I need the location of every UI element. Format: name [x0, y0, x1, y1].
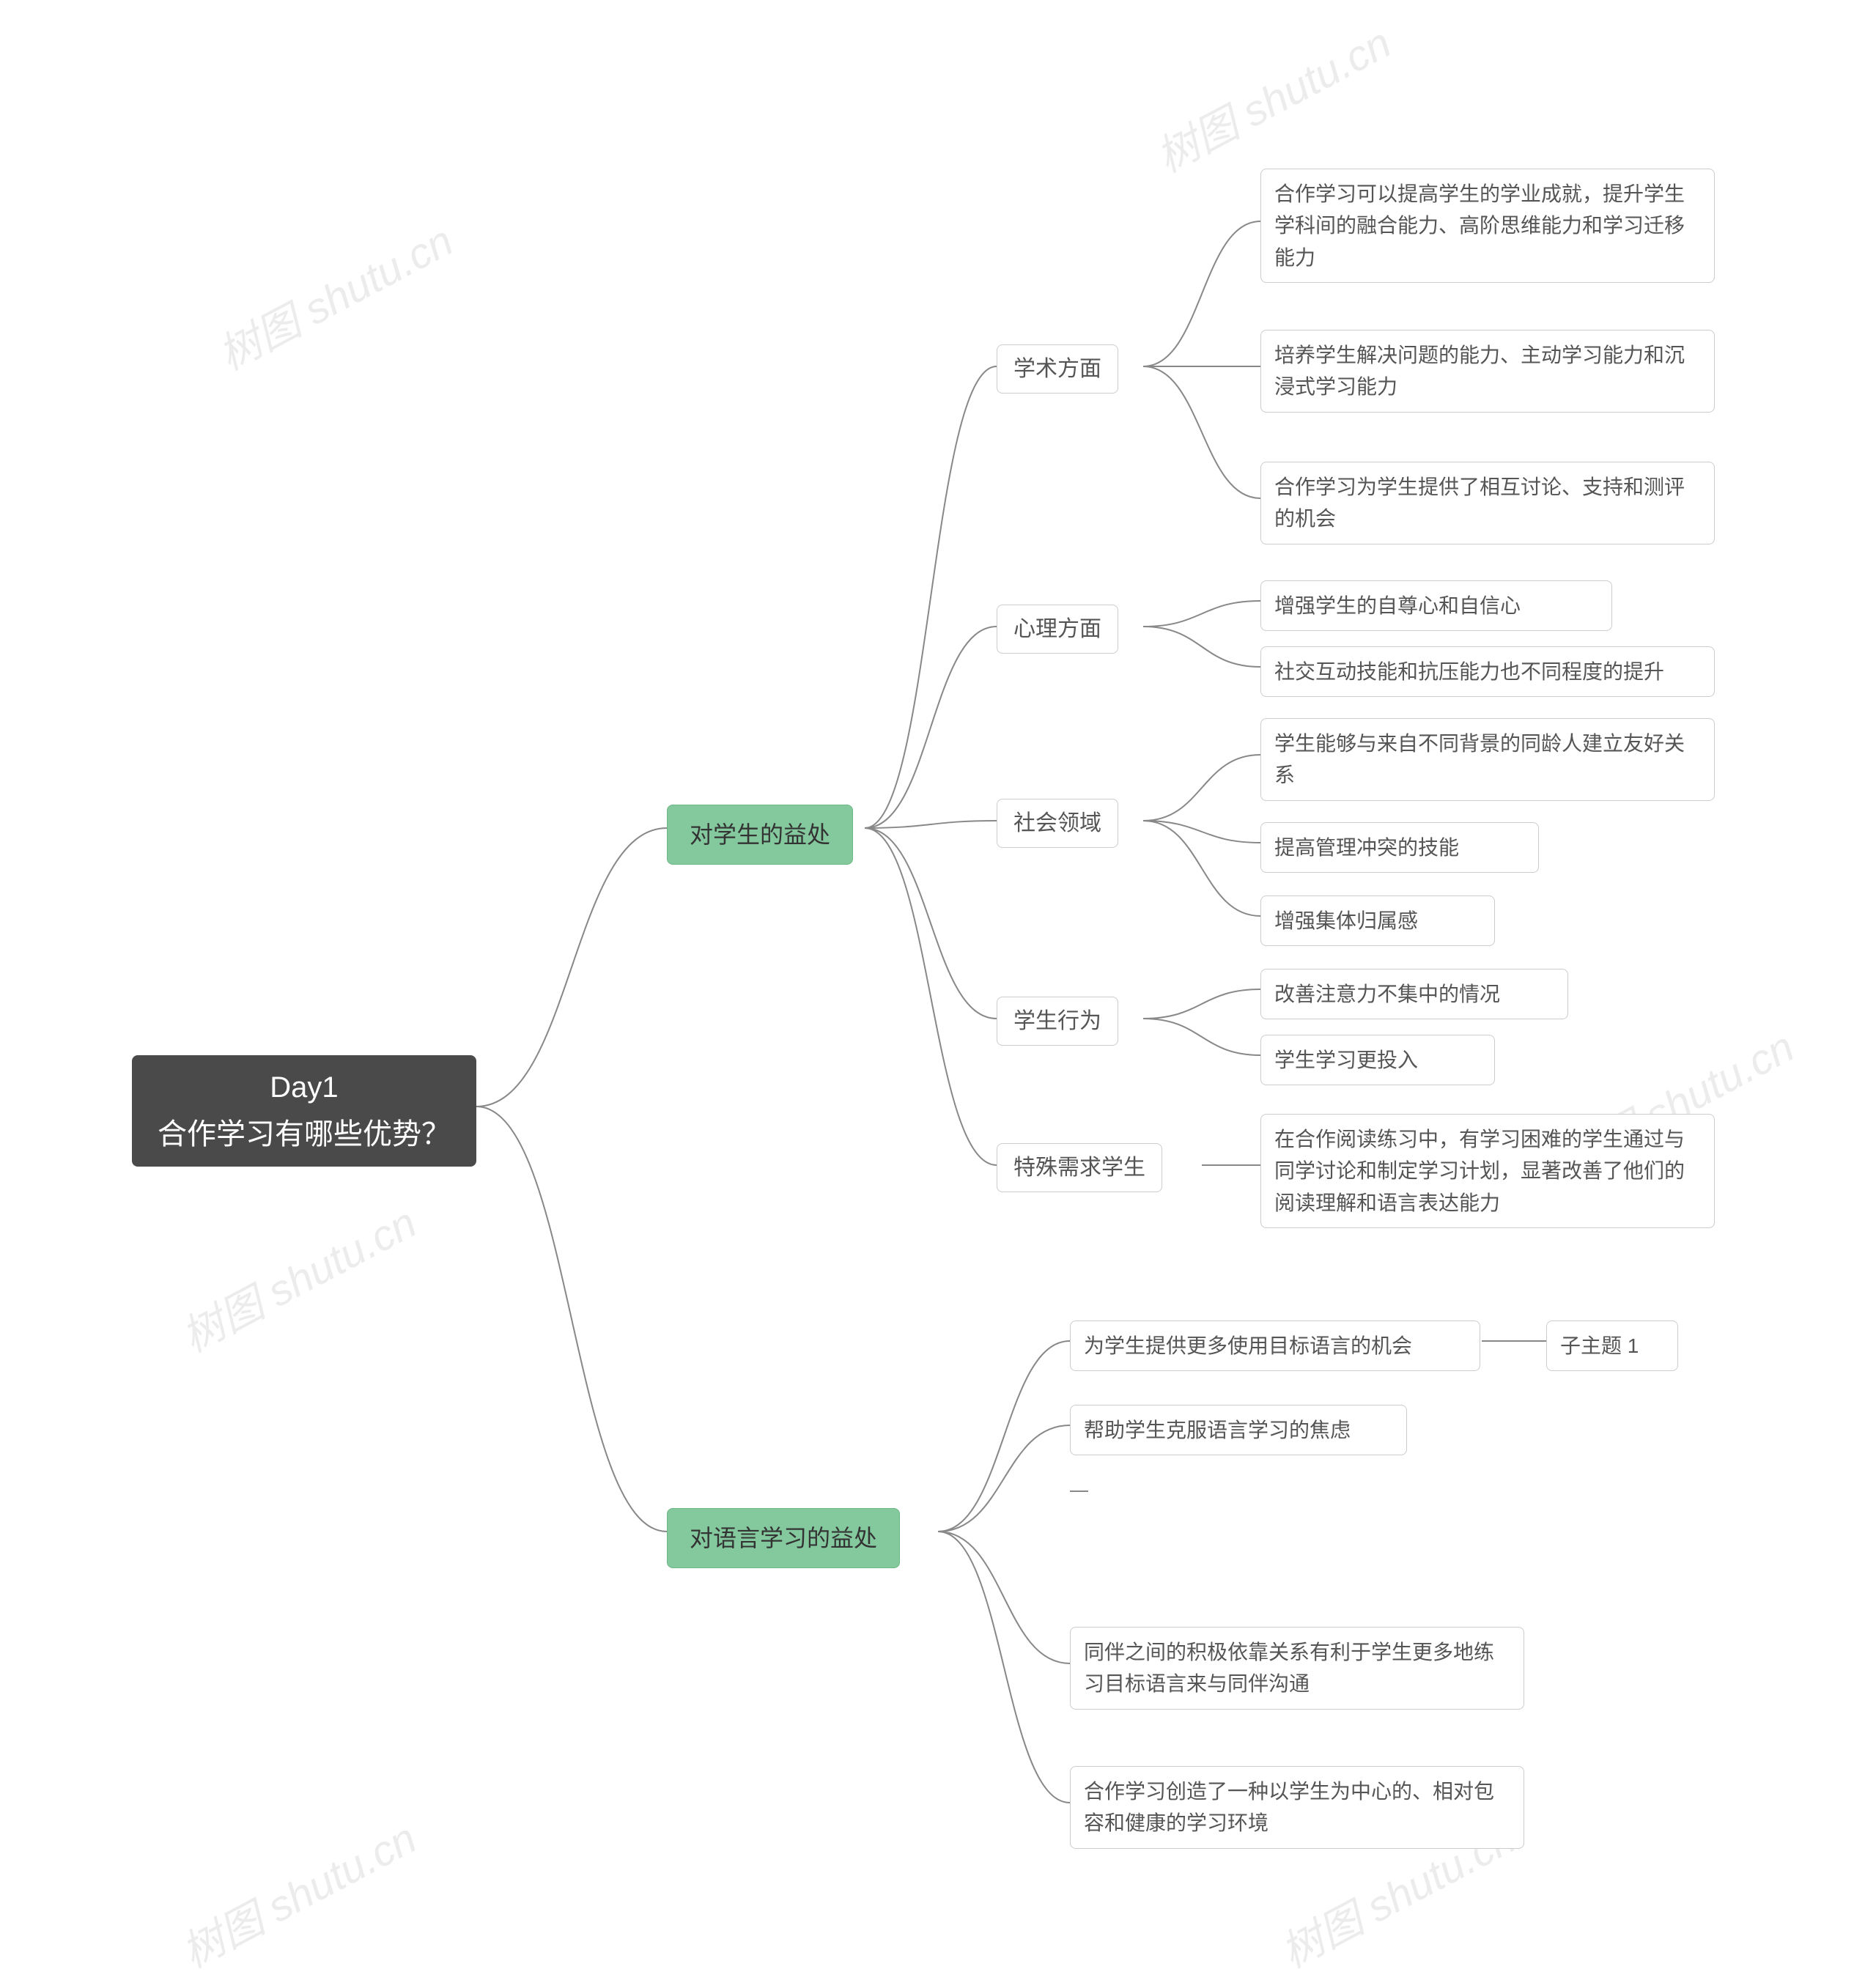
leaf-academic-2[interactable]: 培养学生解决问题的能力、主动学习能力和沉浸式学习能力 — [1260, 330, 1715, 413]
leaf-special-1[interactable]: 在合作阅读练习中，有学习困难的学生通过与同学讨论和制定学习计划，显著改善了他们的… — [1260, 1114, 1715, 1228]
connectors-svg — [0, 0, 1876, 1976]
sub-academic[interactable]: 学术方面 — [997, 344, 1118, 394]
branch-language[interactable]: 对语言学习的益处 — [667, 1508, 900, 1568]
watermark: 树图 shutu.cn — [169, 1189, 426, 1364]
leaf-academic-1[interactable]: 合作学习可以提高学生的学业成就，提升学生学科间的融合能力、高阶思维能力和学习迁移… — [1260, 169, 1715, 283]
leaf-lang-4[interactable]: 合作学习创造了一种以学生为中心的、相对包容和健康的学习环境 — [1070, 1766, 1524, 1849]
leaf-lang-1[interactable]: 为学生提供更多使用目标语言的机会 — [1070, 1320, 1480, 1371]
branch-students[interactable]: 对学生的益处 — [667, 805, 853, 865]
leaf-social-3[interactable]: 增强集体归属感 — [1260, 895, 1495, 946]
watermark: 树图 shutu.cn — [1144, 9, 1400, 184]
leaf-lang-3[interactable]: 同伴之间的积极依靠关系有利于学生更多地练习目标语言来与同伴沟通 — [1070, 1627, 1524, 1710]
root-line2: 合作学习有哪些优势？ — [158, 1111, 451, 1158]
leaf-lang-2[interactable]: 帮助学生克服语言学习的焦虑 — [1070, 1405, 1407, 1455]
leaf-lang-1-sub[interactable]: 子主题 1 — [1546, 1320, 1678, 1371]
sub-social[interactable]: 社会领域 — [997, 799, 1118, 848]
root-line1: Day1 — [158, 1064, 451, 1111]
leaf-psych-1[interactable]: 增强学生的自尊心和自信心 — [1260, 580, 1612, 631]
leaf-academic-3[interactable]: 合作学习为学生提供了相互讨论、支持和测评的机会 — [1260, 462, 1715, 544]
watermark: 树图 shutu.cn — [169, 1804, 426, 1979]
leaf-social-1[interactable]: 学生能够与来自不同背景的同龄人建立友好关系 — [1260, 718, 1715, 801]
sub-psych[interactable]: 心理方面 — [997, 605, 1118, 654]
sub-behavior[interactable]: 学生行为 — [997, 997, 1118, 1046]
leaf-psych-2[interactable]: 社交互动技能和抗压能力也不同程度的提升 — [1260, 646, 1715, 697]
leaf-behavior-1[interactable]: 改善注意力不集中的情况 — [1260, 969, 1568, 1019]
leaf-social-2[interactable]: 提高管理冲突的技能 — [1260, 822, 1539, 873]
sub-special[interactable]: 特殊需求学生 — [997, 1143, 1162, 1192]
watermark: 树图 shutu.cn — [206, 207, 462, 382]
root-node[interactable]: Day1 合作学习有哪些优势？ — [132, 1055, 476, 1167]
leaf-behavior-2[interactable]: 学生学习更投入 — [1260, 1035, 1495, 1085]
